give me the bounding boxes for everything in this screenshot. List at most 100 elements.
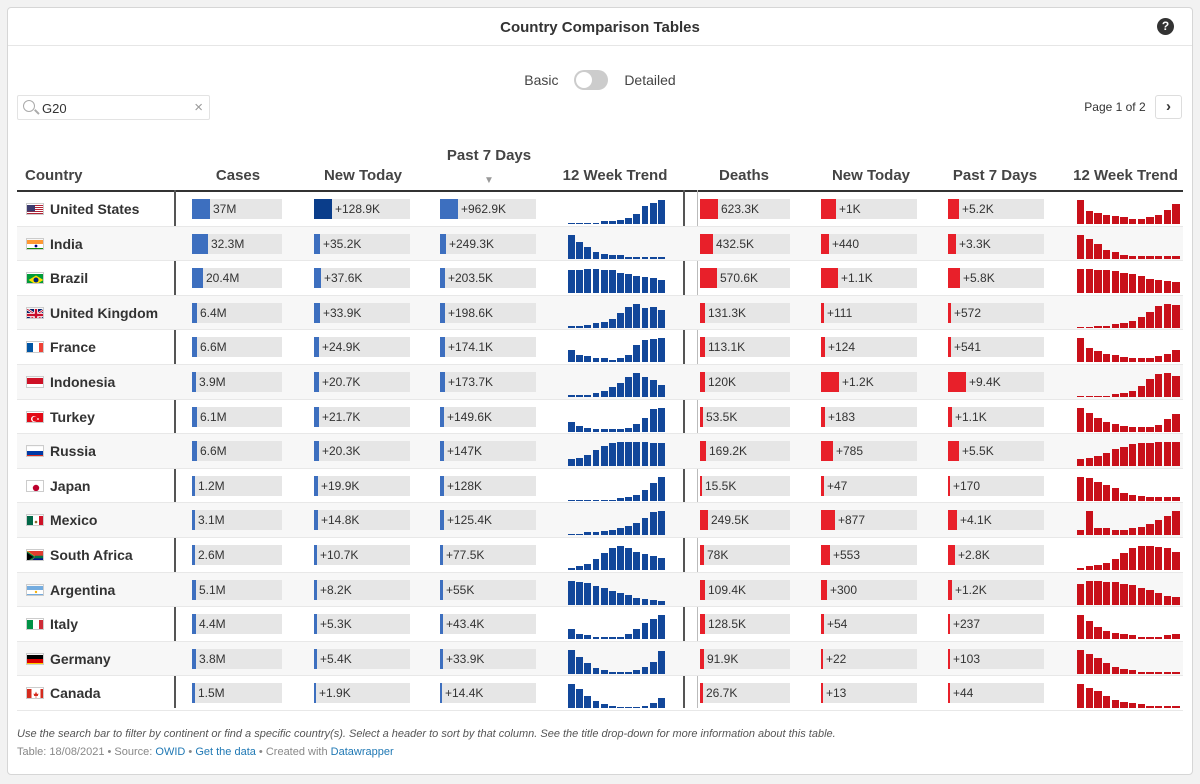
cases-trend-sparkline-bar [657, 309, 665, 328]
deaths-trend-sparkline-bar [1137, 443, 1146, 467]
deaths-trend-sparkline-bar [1094, 627, 1102, 640]
cases-trend-sparkline-bar [608, 386, 616, 397]
past7-cases-cell-bar [440, 648, 443, 669]
deaths-trend-sparkline-bar [1172, 634, 1180, 640]
header-new-cases[interactable]: New Today [308, 142, 418, 190]
cases-trend-sparkline-bar [592, 450, 600, 467]
cases-trend-sparkline [568, 194, 666, 224]
cases-trend-sparkline-bar [600, 552, 608, 570]
header-new-deaths[interactable]: New Today [816, 142, 926, 190]
new-deaths-cell: +1K [821, 199, 917, 219]
header-past7-deaths-label: Past 7 Days [952, 167, 1038, 184]
country-name: Indonesia [50, 373, 116, 390]
flag-ar-icon [26, 583, 44, 596]
cases-trend-sparkline-bar [592, 251, 600, 259]
deaths-trend-sparkline-bar [1137, 495, 1146, 501]
get-data-link[interactable]: Get the data [195, 746, 256, 758]
deaths-trend-sparkline-bar [1111, 423, 1120, 432]
header-deaths[interactable]: Deaths [694, 142, 794, 190]
header-trend-deaths[interactable]: 12 Week Trend [1068, 142, 1183, 190]
deaths-trend-sparkline-bar [1085, 211, 1094, 224]
cases-trend-sparkline-bar [592, 322, 600, 328]
past7-cases-cell-value: +149.6K [447, 409, 493, 424]
deaths-trend-sparkline-bar [1094, 657, 1102, 674]
deaths-trend-sparkline-bar [1172, 255, 1180, 259]
deaths-trend-sparkline-bar [1120, 702, 1128, 709]
search-input[interactable] [42, 99, 192, 117]
cases-trend-sparkline-bar [608, 318, 616, 328]
country-name: United States [50, 201, 140, 217]
deaths-trend-sparkline-bar [1085, 580, 1094, 605]
new-deaths-cell-bar [821, 648, 823, 669]
past7-cases-cell-bar [440, 441, 444, 462]
deaths-trend-sparkline-bar [1129, 584, 1137, 605]
deaths-trend-sparkline-bar [1077, 684, 1085, 709]
country-name: Turkey [50, 408, 95, 425]
deaths-trend-sparkline-bar [1077, 338, 1085, 363]
cases-trend-sparkline-bar [649, 443, 657, 467]
deaths-trend-sparkline-bar [1094, 417, 1102, 432]
past7-cases-cell: +203.5K [440, 268, 536, 289]
past7-cases-cell-bar [440, 406, 444, 427]
past7-deaths-cell-value: +3.3K [959, 236, 991, 251]
past7-cases-cell-value: +43.4K [446, 617, 485, 632]
cases-trend-sparkline-bar [584, 635, 592, 640]
title-bar: Country Comparison Tables ? [8, 8, 1192, 46]
deaths-trend-sparkline-bar [1111, 633, 1120, 640]
country-name: France [50, 339, 96, 356]
deaths-trend-sparkline-bar [1120, 217, 1128, 224]
help-circle-icon[interactable]: ? [1157, 18, 1174, 35]
cases-trend-sparkline-bar [633, 707, 641, 709]
header-cases-label: Cases [215, 167, 261, 184]
clear-search-icon[interactable]: × [194, 99, 203, 116]
header-past7-deaths[interactable]: Past 7 Days [940, 142, 1050, 190]
cases-trend-sparkline-bar [617, 497, 624, 501]
deaths-trend-sparkline-bar [1172, 596, 1180, 605]
cases-trend-sparkline-bar [568, 649, 575, 674]
deaths-trend-sparkline-bar [1094, 481, 1102, 501]
deaths-trend-sparkline-bar [1077, 583, 1085, 605]
basic-detailed-switch[interactable] [574, 70, 609, 90]
past7-cases-cell-value: +173.7K [448, 374, 494, 389]
header-divider [17, 190, 1183, 192]
cases-trend-sparkline-bar [657, 557, 665, 570]
deaths-trend-sparkline-bar [1163, 354, 1172, 363]
toggle-label-basic[interactable]: Basic [524, 72, 559, 88]
deaths-trend-sparkline-bar [1085, 238, 1094, 259]
header-country[interactable]: Country [17, 142, 177, 190]
next-page-button[interactable]: › [1155, 95, 1182, 119]
cases-trend-sparkline-bar [657, 698, 665, 709]
deaths-trend-sparkline-bar [1137, 587, 1146, 605]
deaths-cell-bar [700, 371, 705, 392]
cases-trend-sparkline-bar [649, 661, 657, 674]
past7-cases-cell: +149.6K [440, 406, 536, 427]
deaths-trend-sparkline [1077, 644, 1181, 674]
deaths-cell-bar [700, 199, 718, 219]
new-deaths-cell-value: +1K [839, 202, 861, 216]
datawrapper-link[interactable]: Datawrapper [330, 746, 394, 758]
new-cases-cell-bar [314, 579, 317, 600]
flag-de-icon [26, 652, 44, 665]
cases-trend-sparkline-bar [641, 256, 649, 259]
deaths-trend-sparkline-bar [1137, 276, 1146, 294]
deaths-cell-value: 131.3K [708, 305, 747, 320]
deaths-trend-sparkline-bar [1103, 215, 1111, 224]
cases-trend-sparkline-bar [576, 458, 584, 467]
header-trend-cases[interactable]: 12 Week Trend [560, 142, 670, 190]
deaths-cell-value: 432.5K [716, 236, 755, 251]
page-title[interactable]: Country Comparison Tables [500, 19, 700, 36]
toggle-label-detailed[interactable]: Detailed [624, 72, 676, 88]
cases-trend-sparkline-bar [641, 706, 649, 709]
cases-trend-sparkline-bar [617, 312, 624, 328]
cases-cell-value: 3.9M [199, 374, 226, 389]
cases-trend-sparkline-bar [657, 200, 665, 224]
cases-trend-sparkline-bar [592, 358, 600, 363]
footer-meta-prefix: Table: 18/08/2021 • Source: [17, 746, 156, 758]
source-link[interactable]: OWID [155, 746, 186, 758]
header-new-cases-label: New Today [323, 167, 403, 184]
cases-cell-bar [192, 510, 195, 531]
cases-trend-sparkline-bar [641, 340, 649, 363]
header-cases[interactable]: Cases [188, 142, 288, 190]
header-past7-cases[interactable]: Past 7 Days ▼ [436, 142, 542, 190]
cases-trend-sparkline-bar [584, 455, 592, 467]
